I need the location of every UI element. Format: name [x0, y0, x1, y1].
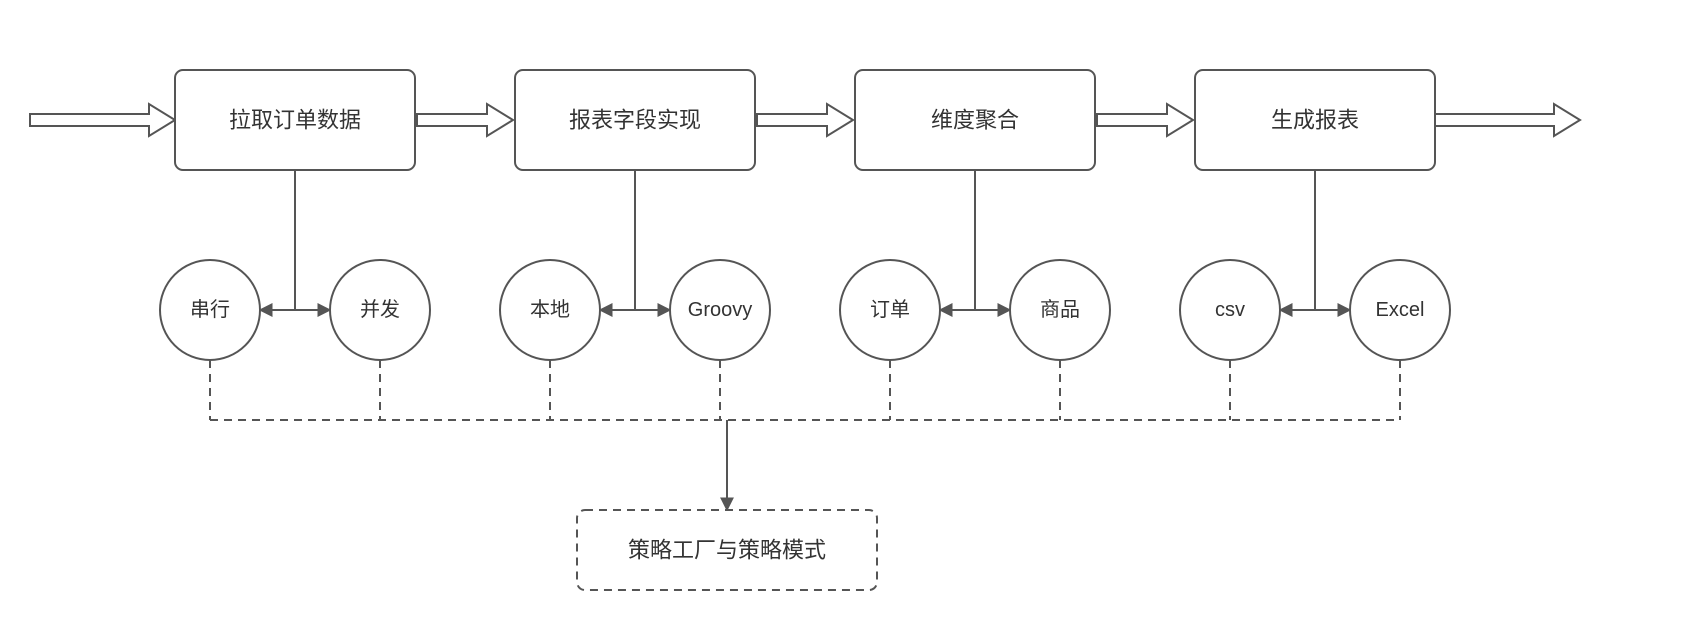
opt-goods-label: 商品: [1040, 298, 1080, 321]
step-gen-report-label: 生成报表: [1271, 108, 1359, 133]
opt-csv-label: csv: [1215, 299, 1245, 321]
flow-arrow-out: [1435, 104, 1580, 136]
strategy-factory-label: 策略工厂与策略模式: [628, 538, 826, 563]
flow-arrow-2: [1097, 104, 1193, 136]
step-pull-orders-label: 拉取订单数据: [229, 108, 361, 133]
flow-arrow-1: [757, 104, 853, 136]
opt-concurrent-label: 并发: [360, 298, 400, 321]
opt-local-label: 本地: [530, 298, 570, 321]
step-report-fields-label: 报表字段实现: [569, 108, 701, 133]
flow-diagram: 拉取订单数据 报表字段实现 维度聚合 生成报表串行 并发 本地 Groovy 订单 商品 csv E…: [0, 0, 1708, 626]
flow-arrow-0: [417, 104, 513, 136]
opt-groovy-label: Groovy: [688, 299, 752, 321]
step-dimension-agg-label: 维度聚合: [931, 108, 1019, 133]
opt-serial-label: 串行: [190, 298, 230, 321]
opt-order-label: 订单: [870, 298, 910, 321]
opt-excel-label: Excel: [1376, 299, 1425, 321]
flow-arrow-in: [30, 104, 175, 136]
